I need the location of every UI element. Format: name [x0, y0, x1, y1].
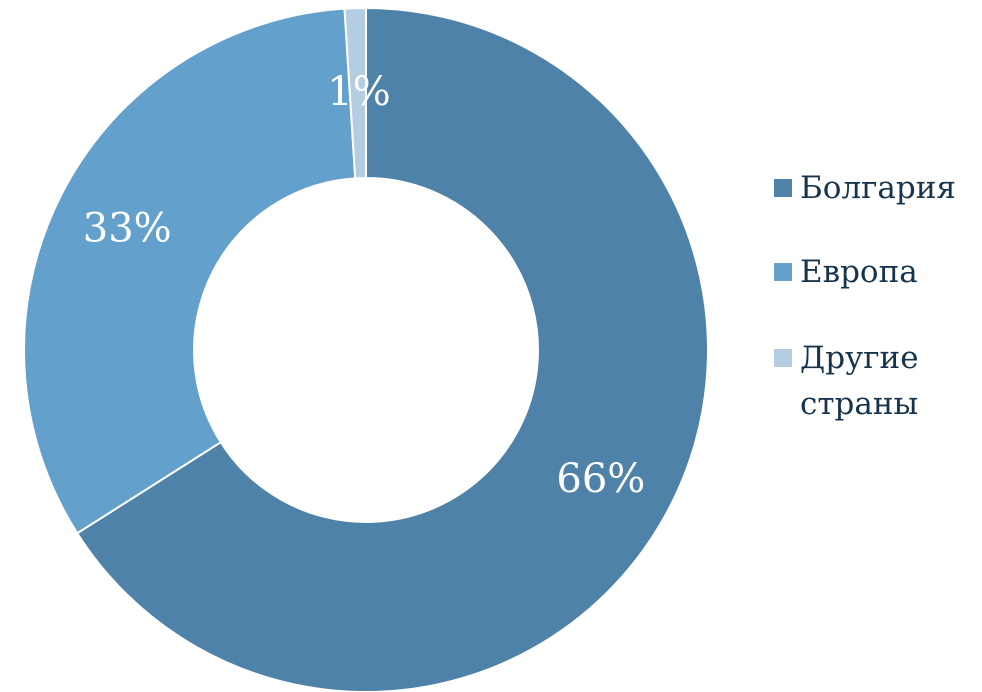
- legend-swatch-1: [774, 263, 792, 281]
- legend-swatch-2: [774, 349, 792, 367]
- data-label-1: 33%: [83, 205, 172, 251]
- legend-item-2: Другие страны: [774, 340, 919, 422]
- slices: [23, 6, 709, 692]
- slice-1: [23, 7, 357, 535]
- legend-label-2-line-0: Другие: [800, 340, 919, 376]
- legend-item-0: Болгария: [774, 170, 956, 206]
- legend-label-2-line-1: страны: [800, 386, 918, 422]
- legend-item-1: Европа: [774, 254, 918, 290]
- data-labels: 66% 33% 1%: [83, 69, 646, 502]
- legend-label-0: Болгария: [800, 170, 956, 206]
- slice-2: [343, 6, 367, 180]
- legend: Болгария Европа Другие страны: [774, 170, 956, 422]
- legend-swatch-0: [774, 179, 792, 197]
- data-label-2: 1%: [327, 69, 390, 115]
- data-label-0: 66%: [556, 456, 645, 502]
- legend-label-1: Европа: [800, 254, 918, 290]
- slice-0: [75, 6, 709, 692]
